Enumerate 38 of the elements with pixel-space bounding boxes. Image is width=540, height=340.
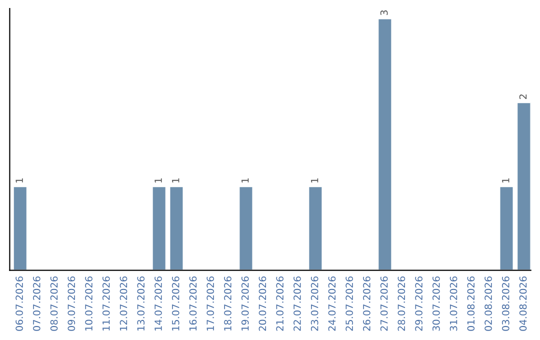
data-label: 1 <box>154 178 162 183</box>
x-tick-label: 06.07.2026 <box>16 276 23 331</box>
x-tick-label: 02.08.2026 <box>484 276 492 331</box>
data-label: 1 <box>311 178 318 183</box>
x-tick-label: 19.07.2026 <box>241 276 249 330</box>
data-label: 1 <box>502 178 510 183</box>
x-tick-label: 04.08.2026 <box>519 276 527 331</box>
x-tick-label: 22.07.2026 <box>294 276 301 331</box>
x-tick-label: 21.07.2026 <box>276 276 284 331</box>
x-tick-label: 16.07.2026 <box>189 276 197 330</box>
x-tick-label: 03.08.2026 <box>502 276 510 331</box>
x-tick-label: 24.07.2026 <box>328 276 336 331</box>
data-label: 1 <box>242 178 249 183</box>
x-tick-label: 26.07.2026 <box>363 276 370 331</box>
x-tick-label: 01.08.2026 <box>467 276 475 331</box>
x-tick-label: 14.07.2026 <box>154 276 162 330</box>
x-tick-label: 09.07.2026 <box>68 276 76 331</box>
data-label: 1 <box>172 178 180 183</box>
x-tick-label: 25.07.2026 <box>346 276 353 331</box>
data-label: 3 <box>380 10 388 16</box>
x-tick-label: 31.07.2026 <box>450 276 458 331</box>
x-tick-label: 12.07.2026 <box>120 276 128 330</box>
x-tick-label: 20.07.2026 <box>258 276 266 331</box>
x-tick-label: 15.07.2026 <box>172 276 180 330</box>
x-tick-label: 13.07.2026 <box>137 276 145 330</box>
x-tick-label: 10.07.2026 <box>85 276 92 330</box>
x-tick-label: 30.07.2026 <box>432 276 440 331</box>
x-tick-label: 08.07.2026 <box>50 276 58 331</box>
data-label: 1 <box>16 178 23 183</box>
x-tick-label: 28.07.2026 <box>398 276 406 331</box>
x-tick-label: 29.07.2026 <box>415 276 422 331</box>
x-tick-label: 27.07.2026 <box>380 276 388 331</box>
x-tick-label: 07.07.2026 <box>32 276 40 331</box>
x-tick-label: 11.07.2026 <box>102 276 110 330</box>
x-tick-label: 23.07.2026 <box>310 276 318 331</box>
x-tick-label: 17.07.2026 <box>206 276 214 330</box>
x-tick-label: 18.07.2026 <box>224 276 232 330</box>
data-label: 2 <box>519 94 527 99</box>
